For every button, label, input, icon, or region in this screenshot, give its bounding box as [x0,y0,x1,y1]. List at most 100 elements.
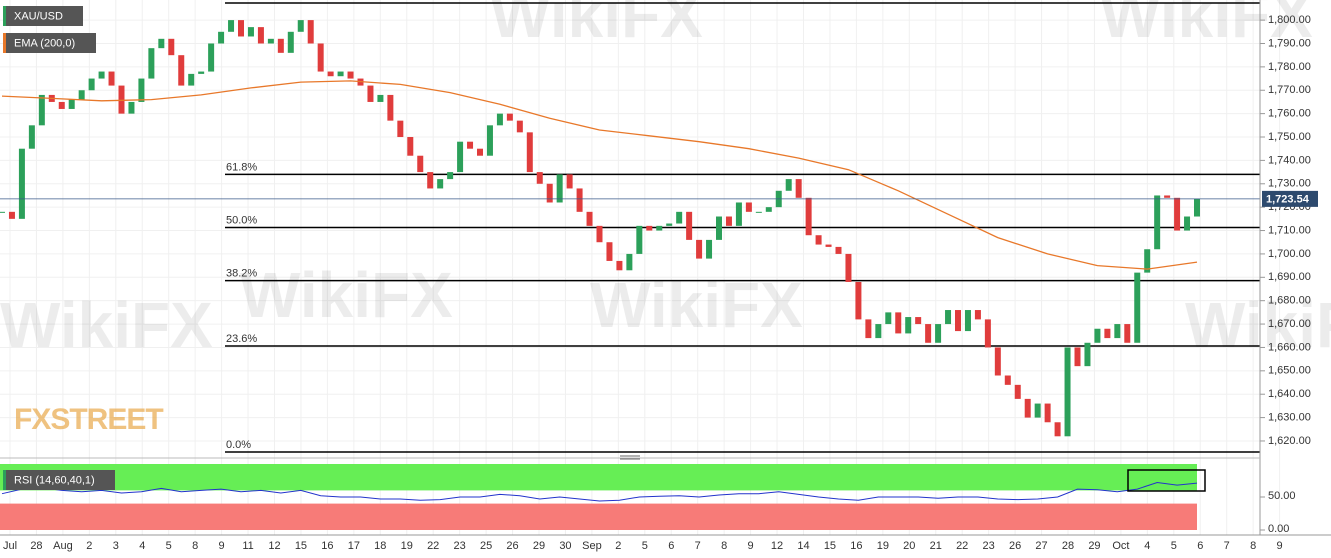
x-tick-label: 4 [139,540,145,552]
candle [427,172,434,189]
y-tick-label: 1,700.00 [1268,248,1311,260]
candle [815,235,822,245]
x-tick-label: 25 [480,540,492,552]
x-tick-label: 7 [1224,540,1230,552]
candle [576,188,583,212]
x-tick-label: 30 [559,540,571,552]
legend-swatch [3,33,6,53]
y-tick-label: 1,760.00 [1268,108,1311,120]
candle [835,246,842,254]
candle [88,78,95,91]
candle [78,90,85,100]
x-tick-label: 27 [1035,540,1047,552]
candle [945,310,952,325]
fib-label: 61.8% [226,161,257,173]
candle [148,48,155,79]
candle [745,202,752,212]
candle [626,253,633,271]
x-tick-label: 19 [877,540,889,552]
candle [755,211,762,213]
candle [218,31,225,44]
y-tick-label: 1,680.00 [1268,295,1311,307]
candle [307,20,314,44]
candle [1134,272,1141,343]
x-tick-label: 9 [748,540,754,552]
plot: 61.8% 50.0% 38.2% 23.6% 0.0% [0,2,1260,502]
candle [1154,195,1161,250]
candle [805,197,812,236]
candle [8,211,15,219]
candle [1034,403,1041,418]
candle [646,225,653,231]
candle [287,31,294,53]
candle [895,312,902,334]
candle [845,253,852,282]
candle [267,38,274,44]
watermark: WikiFX [490,0,703,51]
candle [1074,347,1081,367]
candle [606,242,613,261]
candle [526,132,533,173]
candle [367,85,374,102]
y-tick-label: 1,650.00 [1268,365,1311,377]
legend-box [3,33,96,53]
candle [1054,422,1061,437]
selection-box [1127,469,1206,492]
y-tick-label: 1,630.00 [1268,411,1311,423]
candle [1164,195,1171,198]
x-tick-label: 15 [824,540,836,552]
candle [98,71,105,79]
candle [964,310,971,332]
candle [417,155,424,173]
last-price-box [1262,190,1318,207]
candle [516,120,523,133]
candle [596,225,603,243]
x-tick-label: 28 [1062,540,1074,552]
candle [696,239,703,259]
x-tick-label: 23 [983,540,995,552]
candle [118,85,125,114]
candle [1144,249,1151,273]
legend-rsi: RSI (14,60,40,1) [14,474,95,486]
candle [28,125,35,149]
candle [467,141,474,149]
fib-label: 38.2% [226,267,257,279]
candle [1124,324,1131,343]
candle [277,38,284,53]
candle [885,312,892,325]
candle [257,27,264,44]
candle [855,281,862,320]
candle [447,172,454,180]
watermark: WikiFX [1100,0,1313,51]
x-tick-label: 26 [1009,540,1021,552]
x-tick-label: 5 [166,540,172,552]
x-tick-label: 12 [771,540,783,552]
x-tick-label: 6 [668,540,674,552]
candle [158,38,165,49]
x-tick-label: 29 [1088,540,1100,552]
x-tick-label: Jul [3,540,17,552]
legend-symbol: XAU/USD [14,10,63,22]
candle [925,324,932,343]
candle [825,244,832,247]
candle [984,319,991,348]
candle [1184,216,1191,231]
x-tick-label: 15 [295,540,307,552]
candle [238,20,244,37]
watermark: WikiFX [240,259,453,331]
candle [785,179,792,191]
y-tick-label: 1,740.00 [1268,154,1311,166]
candle [686,211,693,240]
candle [865,319,872,339]
x-tick-label: 26 [506,540,518,552]
rsi-oversold-zone [0,503,1197,530]
grid [0,0,1281,535]
candle [1194,198,1200,217]
candle [68,99,75,109]
x-tick-label: 8 [192,540,198,552]
candle [0,211,5,213]
x-tick-label: Aug [53,540,73,552]
candle [128,101,135,114]
rsi-line [1,481,1198,502]
x-tick-label: 16 [321,540,333,552]
